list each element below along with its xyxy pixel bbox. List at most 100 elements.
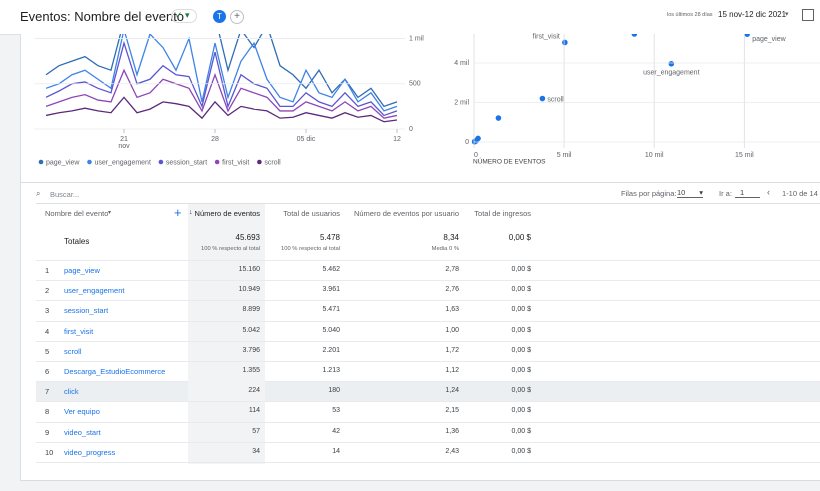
cell: 57 [252, 427, 260, 435]
series-line [45, 40, 398, 117]
row [36, 340, 820, 361]
event-name[interactable]: session_start [64, 306, 109, 316]
cell: 8.899 [242, 306, 260, 314]
event-name[interactable]: page_view [64, 266, 100, 275]
column-header: Nombre del evento [45, 209, 109, 218]
point-label: first_visit [533, 33, 560, 40]
x-tick-label: 15 mil [735, 152, 754, 159]
search-input[interactable]: Buscar... [50, 190, 80, 199]
legend-label: first_visit [222, 159, 249, 166]
search-icon: ⌕ [36, 189, 41, 198]
y-tick-label: 500 [409, 81, 421, 88]
cell: 5.471 [322, 306, 340, 314]
row [36, 280, 820, 300]
cell: 3.796 [242, 346, 260, 354]
row [36, 441, 820, 462]
legend-label: session_start [166, 159, 207, 166]
rows-select[interactable]: 10 ▾ [677, 188, 703, 198]
cell: 180 [328, 387, 340, 395]
goto-input[interactable]: 1 [735, 188, 760, 198]
event-name[interactable]: video_start [64, 427, 101, 437]
cell: 1,24 [445, 387, 459, 395]
status-chip[interactable]: ✓ ▾ [171, 9, 197, 23]
total-note: 100 % respecto al total [201, 246, 260, 252]
cell: 1.213 [322, 367, 340, 374]
event-name[interactable]: first_visit [64, 326, 94, 336]
cell: 1,12 [445, 367, 459, 374]
row [36, 300, 820, 320]
point-label: scroll [547, 96, 564, 103]
x-tick-label: 21 nov [118, 136, 130, 150]
sort-menu: ▾ [108, 210, 112, 216]
cell: 0,00 $ [511, 447, 531, 455]
event-name[interactable]: scroll [64, 346, 82, 356]
y-tick-label: 0 [465, 139, 469, 146]
event-name[interactable]: Ver equipo [64, 407, 100, 417]
x-tick-label: 12 [393, 136, 401, 143]
column-header: Total de usuarios [283, 209, 340, 218]
row [36, 361, 820, 381]
x-tick-label: 10 mil [645, 152, 664, 159]
row [36, 320, 820, 341]
totals-label: Totales [64, 237, 90, 246]
cell: 2,76 [445, 286, 459, 294]
cell: 224 [248, 387, 260, 395]
row-index: 8 [45, 407, 50, 417]
total-value: 5.478 [319, 233, 340, 242]
total-value: 45.693 [235, 233, 260, 242]
series-line [45, 34, 398, 108]
series-line [45, 96, 398, 123]
scatter-point [744, 34, 750, 37]
add-button[interactable]: + [230, 10, 244, 24]
avatar[interactable]: T [213, 10, 226, 23]
date-range[interactable]: 15 nov-12 dic 2021 [718, 10, 787, 19]
cell: 42 [332, 427, 340, 435]
event-name[interactable]: video_progress [64, 447, 116, 457]
add-dimension: + [174, 205, 182, 220]
legend-dot [214, 159, 220, 165]
legend-label: user_engagement [94, 159, 150, 166]
scatter-point [668, 60, 675, 67]
prev-page[interactable]: ‹ [767, 187, 770, 197]
cell: 15.160 [238, 266, 260, 273]
cell: 2,43 [445, 447, 459, 455]
point-label: page_view [752, 36, 786, 43]
sort-arrow: ↓ [189, 209, 193, 216]
table-top-rule [36, 203, 820, 204]
column-header: Número de eventos [194, 209, 260, 218]
range-hint: los últimos 28 días [667, 12, 713, 18]
scatter-point [631, 34, 638, 37]
point-label: user_engagement [643, 70, 699, 77]
legend-dot [257, 159, 262, 165]
goto-label: Ir a: [719, 189, 732, 198]
cell: 1.355 [242, 367, 260, 374]
cell: 2.201 [322, 346, 340, 354]
cell: 5.462 [322, 266, 340, 273]
cell: 0,00 $ [511, 407, 531, 415]
event-name[interactable]: click [64, 387, 79, 397]
edit-icon[interactable] [802, 9, 814, 21]
dropdown-arrow[interactable]: ▾ [785, 11, 789, 18]
legend-label: page_view [46, 159, 80, 166]
event-name[interactable]: user_engagement [64, 286, 125, 296]
row-index: 7 [45, 387, 50, 397]
cell: 1,00 [445, 326, 459, 334]
event-name[interactable]: Descarga_EstudioEcommerce [64, 367, 166, 376]
cell: 34 [252, 447, 260, 455]
row-index: 5 [45, 346, 50, 356]
row-index: 9 [45, 427, 50, 437]
rows-label: Filas por página: [621, 189, 677, 198]
legend-dot [38, 159, 44, 165]
y-tick-label: 2 mil [454, 99, 469, 106]
scatter-point [495, 115, 502, 121]
x-tick-label: 05 dic [296, 136, 316, 143]
y-tick-label: 1 mil [409, 35, 424, 42]
cell: 5.040 [322, 326, 340, 334]
total-note: Media 0 % [431, 246, 459, 252]
legend-dot [158, 159, 164, 165]
row-index: 3 [45, 306, 50, 316]
total-value: 0,00 $ [508, 233, 531, 242]
row [36, 260, 820, 280]
cell: 0,00 $ [511, 427, 531, 435]
